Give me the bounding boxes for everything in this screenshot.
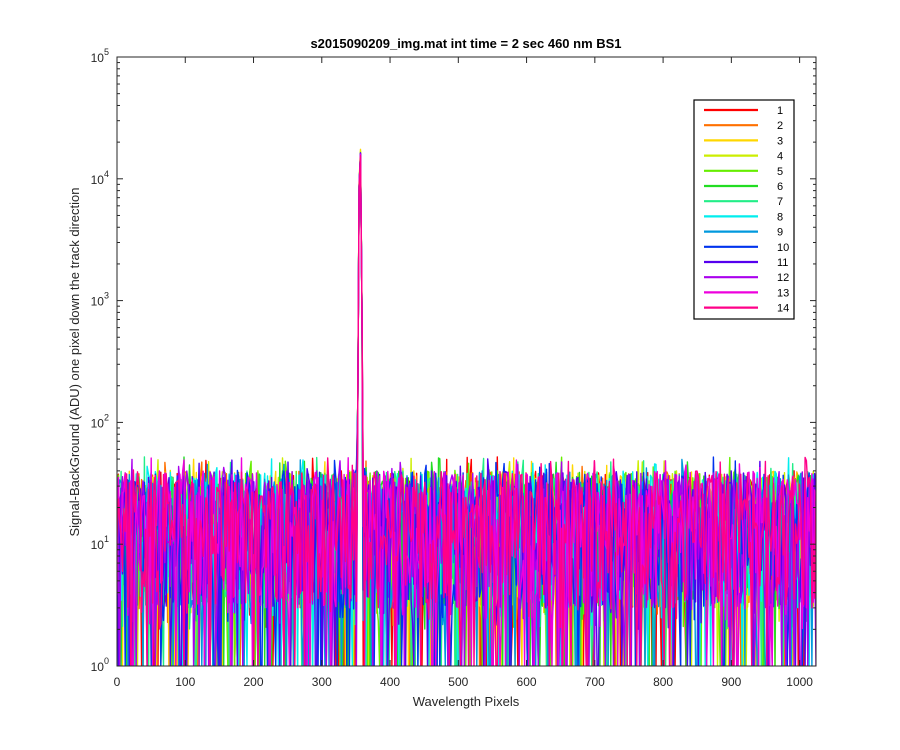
y-tick-exponent: 4	[104, 169, 109, 179]
y-tick-label: 100	[91, 656, 109, 674]
y-tick-label: 102	[91, 412, 109, 430]
y-tick-base: 10	[91, 416, 105, 430]
legend-box	[693, 99, 795, 320]
x-tick-label: 500	[448, 675, 468, 689]
series-line-14	[117, 154, 816, 666]
legend-label: 14	[777, 303, 789, 315]
y-tick-exponent: 3	[104, 291, 109, 301]
x-tick-label: 1000	[786, 675, 813, 689]
legend-label: 2	[777, 120, 783, 132]
y-tick-exponent: 5	[104, 47, 109, 57]
y-tick-exponent: 1	[104, 534, 109, 544]
legend-label: 10	[777, 242, 789, 254]
plot-frame	[116, 56, 817, 667]
y-tick-label: 101	[91, 534, 109, 552]
legend-label: 8	[777, 211, 783, 223]
y-tick-exponent: 0	[104, 656, 109, 666]
x-tick-label: 200	[244, 675, 264, 689]
y-tick-label: 105	[91, 47, 109, 65]
legend-label: 11	[777, 257, 788, 269]
y-tick-base: 10	[91, 660, 105, 674]
y-tick-base: 10	[91, 173, 105, 187]
axis-ticks: 0 100 200 300 400 500 600 700 800 900 100010010110…	[91, 47, 816, 689]
x-tick-label: 0	[114, 675, 121, 689]
series-layer	[117, 148, 816, 666]
y-tick-label: 104	[91, 169, 109, 187]
y-tick-base: 10	[91, 51, 105, 65]
chart-title: s2015090209_img.mat int time = 2 sec 460…	[310, 36, 621, 51]
legend-label: 7	[777, 196, 783, 208]
x-axis-label: Wavelength Pixels	[413, 694, 520, 709]
y-tick-base: 10	[91, 538, 105, 552]
x-tick-label: 300	[312, 675, 332, 689]
x-tick-label: 900	[721, 675, 741, 689]
y-tick-base: 10	[91, 295, 105, 309]
x-tick-label: 700	[585, 675, 605, 689]
legend-label: 9	[777, 227, 783, 239]
y-axis-label: Signal-BackGround (ADU) one pixel down t…	[67, 187, 82, 536]
legend-label: 3	[777, 135, 783, 147]
legend-label: 4	[777, 151, 783, 163]
y-tick-exponent: 2	[104, 412, 109, 422]
x-tick-label: 400	[380, 675, 400, 689]
x-tick-label: 600	[517, 675, 537, 689]
y-tick-label: 103	[91, 291, 109, 309]
legend-label: 6	[777, 181, 783, 193]
x-tick-label: 100	[175, 675, 195, 689]
legend-label: 12	[777, 272, 789, 284]
legend-label: 5	[777, 166, 783, 178]
legend-label: 13	[777, 287, 789, 299]
x-tick-label: 800	[653, 675, 673, 689]
legend-label: 1	[777, 105, 783, 117]
